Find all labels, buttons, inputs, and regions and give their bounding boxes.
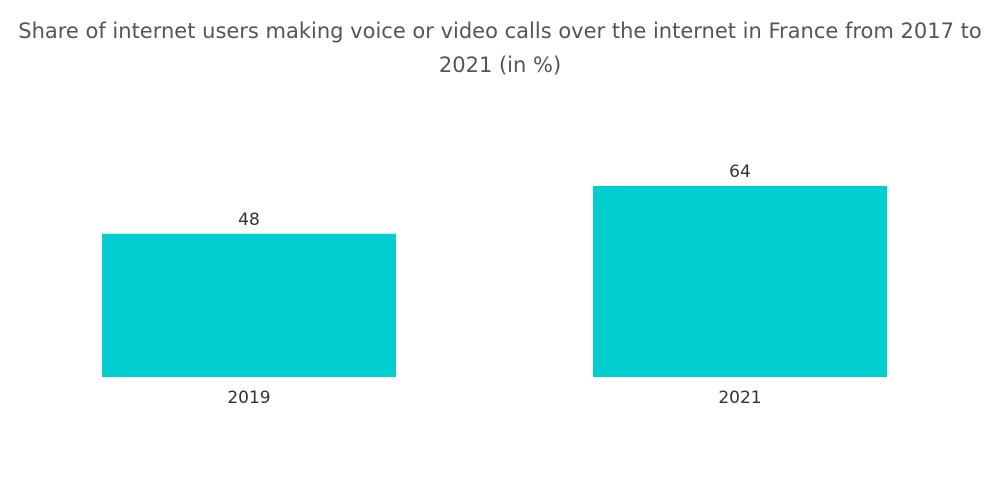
bar-2021 xyxy=(593,186,887,377)
x-tick-labels-layer: 2019 2021 xyxy=(227,388,761,408)
chart-title: Share of internet users making voice or … xyxy=(18,19,982,77)
data-label-2021: 64 xyxy=(729,162,751,182)
data-label-2019: 48 xyxy=(238,210,260,230)
x-tick-label-2021: 2021 xyxy=(718,388,761,408)
data-labels-layer: 48 64 xyxy=(238,162,751,230)
bar-2019 xyxy=(102,233,396,377)
bars-layer xyxy=(102,186,887,377)
x-tick-label-2019: 2019 xyxy=(227,388,270,408)
